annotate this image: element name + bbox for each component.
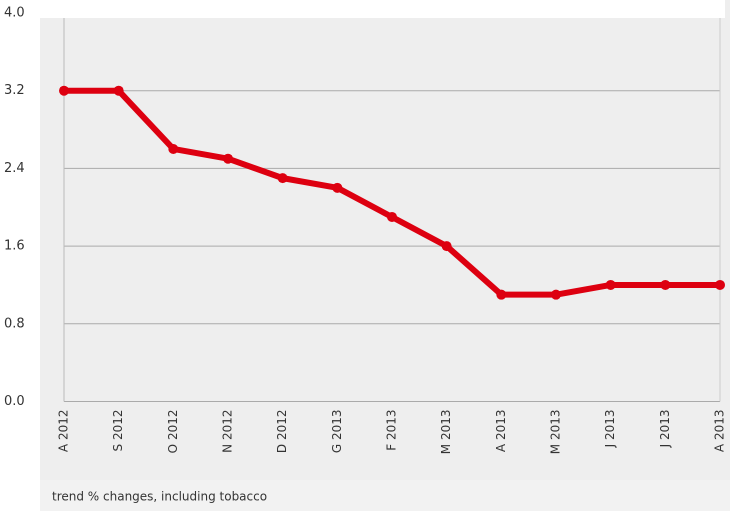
x-tick-label: N 2012 <box>221 410 235 453</box>
x-tick-label: J 2013 <box>658 410 672 449</box>
y-tick-label: 2.4 <box>4 161 25 176</box>
point <box>277 173 288 184</box>
y-tick-label: 1.6 <box>4 239 25 254</box>
x-tick-label: M 2013 <box>439 410 453 455</box>
x-tick: A 2013 <box>713 410 727 453</box>
y-tick-label: 0.0 <box>4 394 25 409</box>
header-box <box>30 0 725 18</box>
y-tick-label: 3.2 <box>4 83 25 98</box>
x-tick-label: F 2013 <box>385 410 399 451</box>
x-tick: D 2012 <box>275 410 289 454</box>
x-tick: A 2012 <box>57 410 71 453</box>
point <box>113 85 124 96</box>
footer-background <box>40 480 730 511</box>
x-tick: N 2012 <box>221 410 235 453</box>
x-tick-label: A 2013 <box>494 410 508 453</box>
x-tick: J 2013 <box>603 410 617 449</box>
x-tick-label: G 2013 <box>330 410 344 454</box>
plot-background <box>40 0 730 480</box>
y-tick-label: 4.0 <box>4 6 25 21</box>
point <box>715 279 725 290</box>
x-tick: G 2013 <box>330 410 344 454</box>
x-tick-label: S 2012 <box>111 410 125 452</box>
x-tick: J 2013 <box>658 410 672 449</box>
point <box>168 143 179 154</box>
x-tick-label: O 2012 <box>166 410 180 454</box>
x-tick: S 2012 <box>111 410 125 452</box>
x-tick: M 2013 <box>549 410 563 455</box>
x-tick: O 2012 <box>166 410 180 454</box>
x-tick-label: J 2013 <box>603 410 617 449</box>
x-tick-label: A 2012 <box>57 410 71 453</box>
x-tick: F 2013 <box>385 410 399 451</box>
point <box>387 211 397 222</box>
note: trend % changes, including tobacco <box>52 490 267 504</box>
x-tick-label: M 2013 <box>549 410 563 455</box>
x-tick: M 2013 <box>439 410 453 455</box>
point <box>660 279 671 290</box>
y-tick-label: 0.8 <box>4 316 25 331</box>
x-tick: A 2013 <box>494 410 508 453</box>
x-tick-label: D 2012 <box>275 410 289 454</box>
x-tick-label: A 2013 <box>713 410 727 453</box>
point <box>496 289 507 300</box>
point <box>223 153 233 164</box>
point <box>441 241 452 252</box>
point <box>59 85 69 96</box>
point <box>332 182 343 193</box>
point <box>605 279 616 290</box>
point <box>551 289 561 300</box>
